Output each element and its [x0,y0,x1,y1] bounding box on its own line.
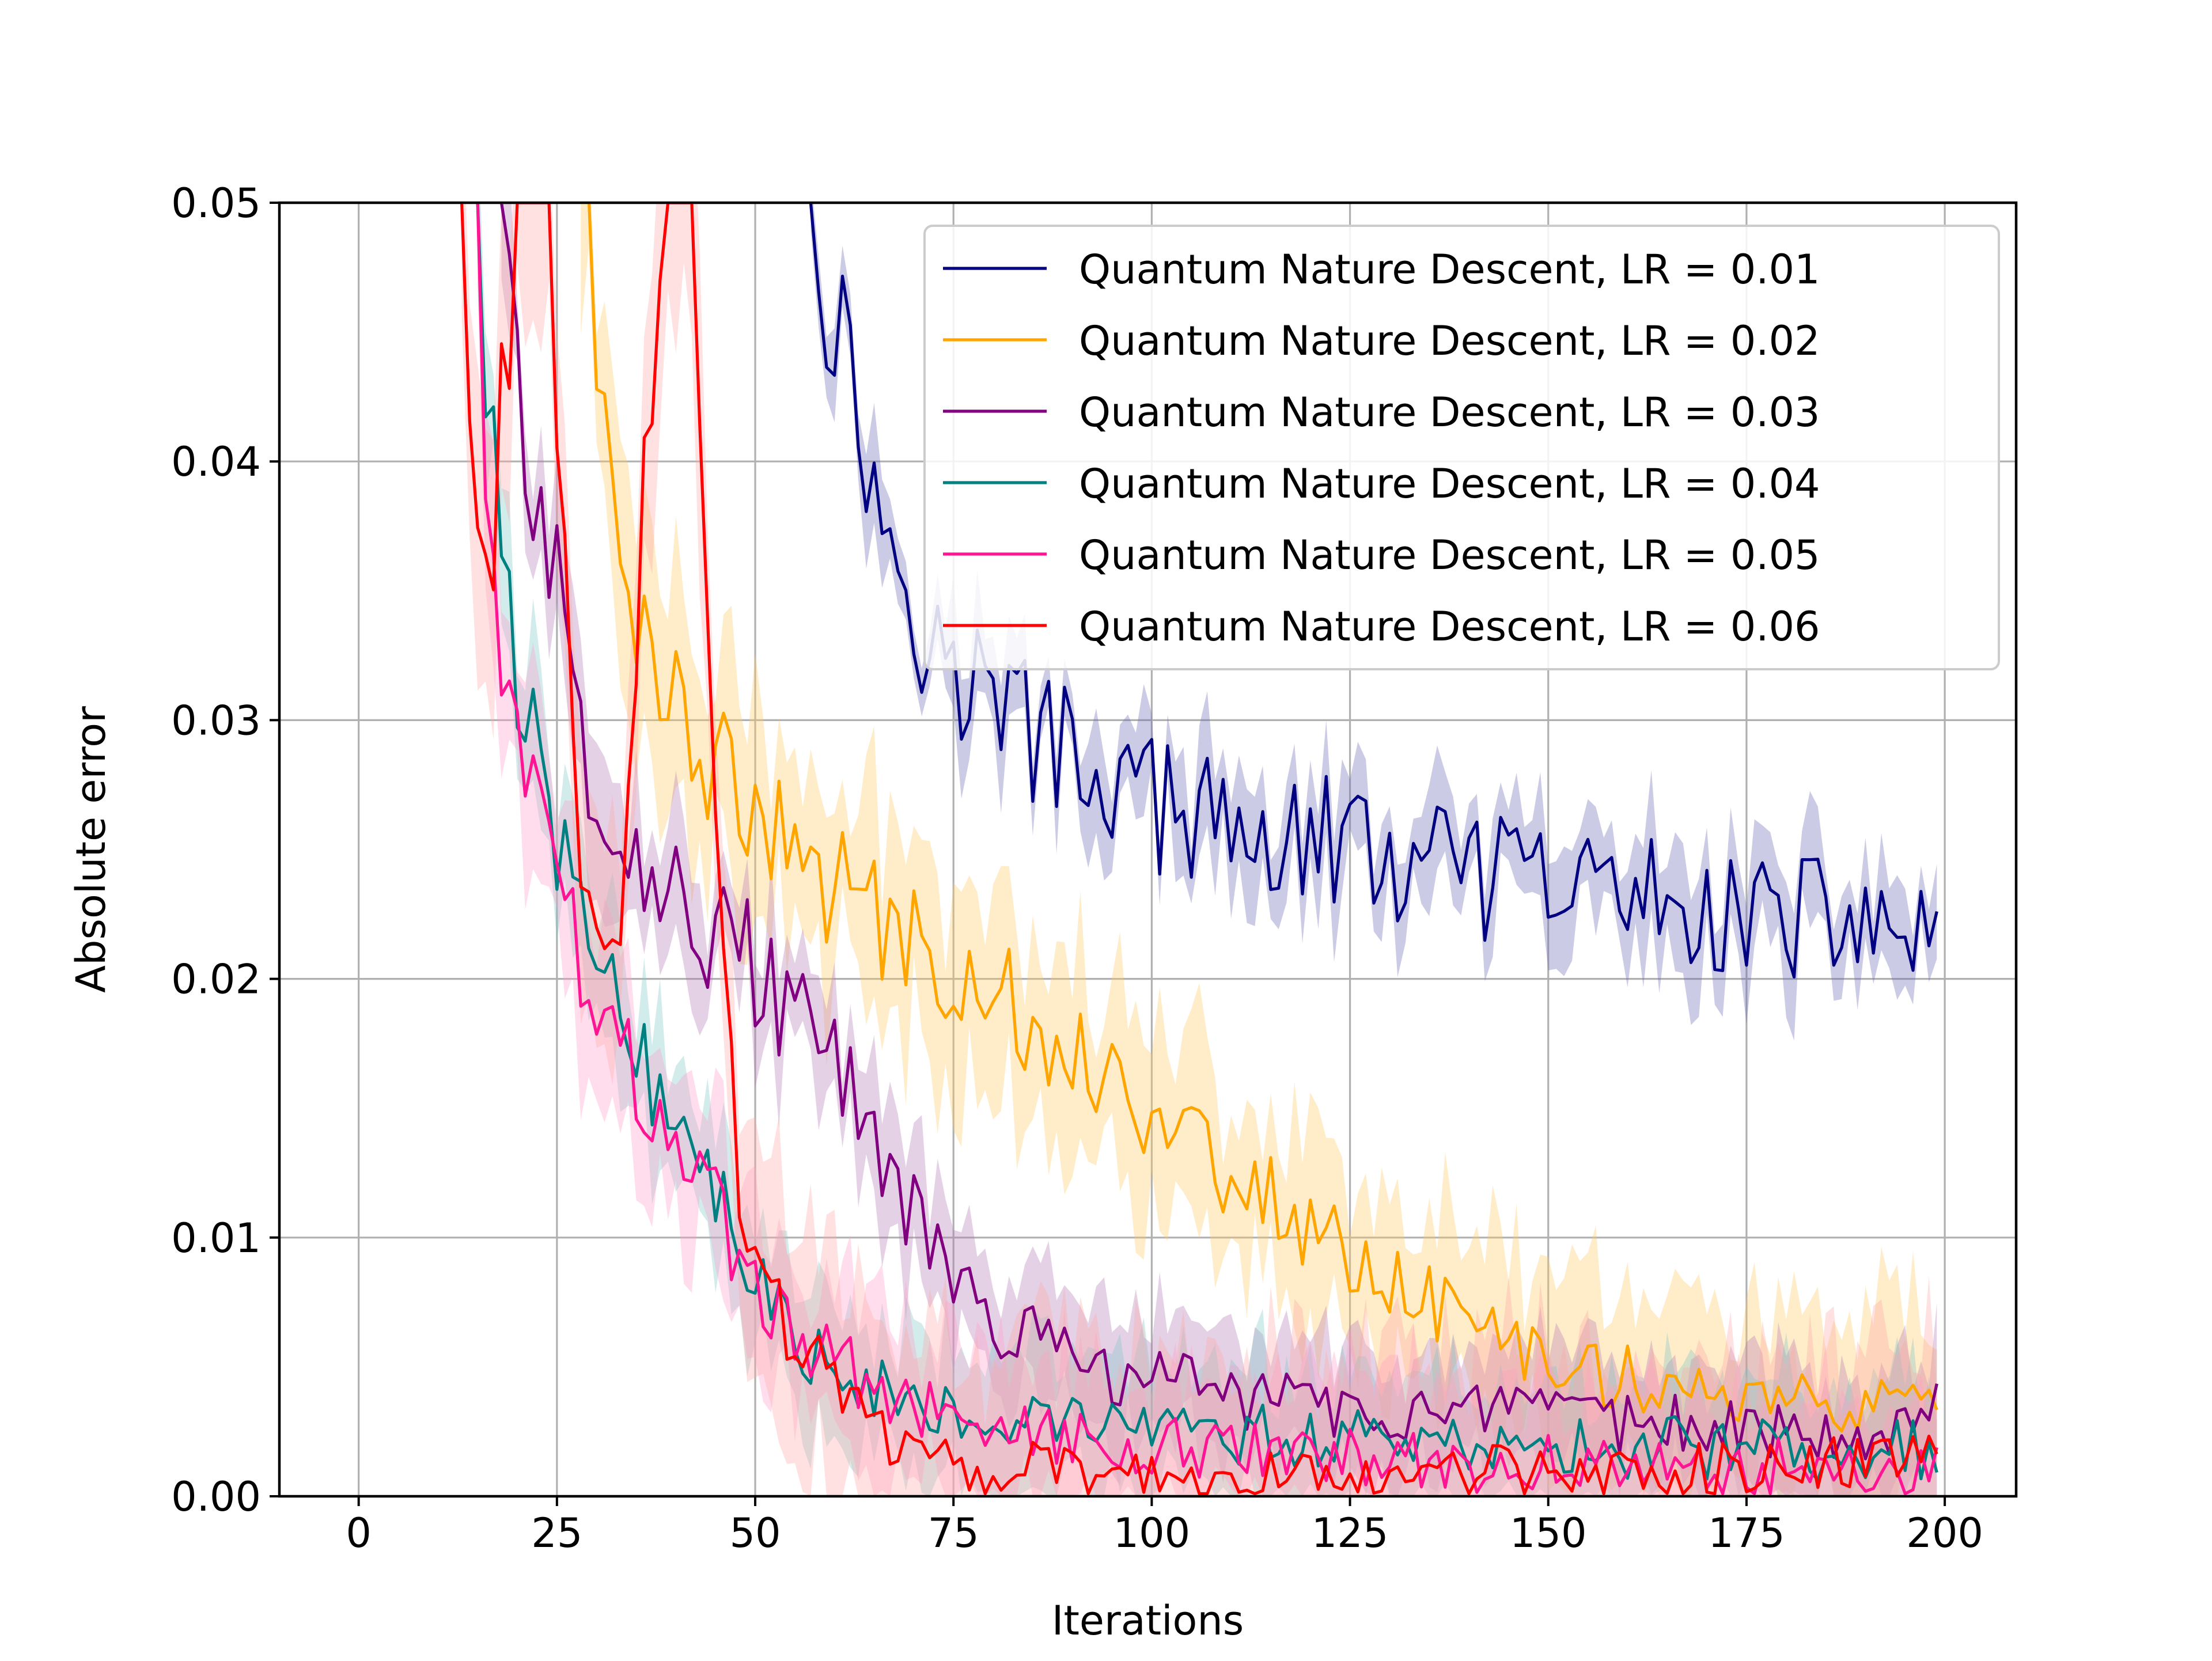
series-line-4 [476,203,1938,1482]
series-band-4 [478,203,1937,1496]
series-line-2 [581,203,1938,1433]
y-tick-label: 0.02 [171,956,261,1003]
axis-ticks: 0 25 50 75 100 125 150 175 200 0.00 0.01 0.02 0.03 0.… [171,180,1983,1557]
series-line-6 [460,203,1938,1496]
series-band-6 [461,203,1937,1496]
y-tick-label: 0.00 [171,1473,261,1520]
confidence-bands [461,203,1937,1496]
x-tick-label: 75 [928,1510,979,1557]
x-tick-label: 125 [1312,1510,1389,1557]
legend: Quantum Nature Descent, LR = 0.01 Quantum… [923,225,2000,670]
y-tick-label: 0.05 [171,180,261,227]
x-tick-label: 100 [1113,1510,1191,1557]
y-tick-label: 0.01 [171,1215,261,1262]
x-tick-label: 50 [729,1510,781,1557]
series-line-5 [476,203,1938,1496]
y-axis-label: Absolute error [67,706,115,993]
y-tick-label: 0.03 [171,697,261,744]
series-line-1 [809,203,1938,979]
legend-box [923,225,2000,670]
y-tick-label: 0.04 [171,438,261,486]
series-line-3 [499,203,1938,1461]
legend-label-5: Quantum Nature Descent, LR = 0.05 [1079,532,1820,579]
x-tick-label: 200 [1906,1510,1983,1557]
x-tick-label: 175 [1708,1510,1785,1557]
series-band-1 [810,203,1937,1041]
series-band-2 [581,203,1937,1496]
legend-label-4: Quantum Nature Descent, LR = 0.04 [1079,460,1820,507]
x-tick-label: 25 [531,1510,582,1557]
axes-frame [278,201,2018,1498]
x-axis-label: Iterations [1052,1597,1244,1644]
x-tick-label: 150 [1510,1510,1587,1557]
legend-label-3: Quantum Nature Descent, LR = 0.03 [1079,389,1820,436]
legend-label-1: Quantum Nature Descent, LR = 0.01 [1079,246,1820,293]
legend-label-6: Quantum Nature Descent, LR = 0.06 [1079,603,1820,650]
series-lines [460,203,1938,1496]
series-band-3 [501,203,1937,1496]
x-tick-label: 0 [346,1510,372,1557]
legend-label-2: Quantum Nature Descent, LR = 0.02 [1079,317,1820,365]
